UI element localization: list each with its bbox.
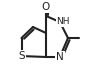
Text: O: O xyxy=(42,2,50,12)
Text: S: S xyxy=(18,51,25,61)
Text: NH: NH xyxy=(56,17,70,26)
Text: N: N xyxy=(56,52,64,62)
